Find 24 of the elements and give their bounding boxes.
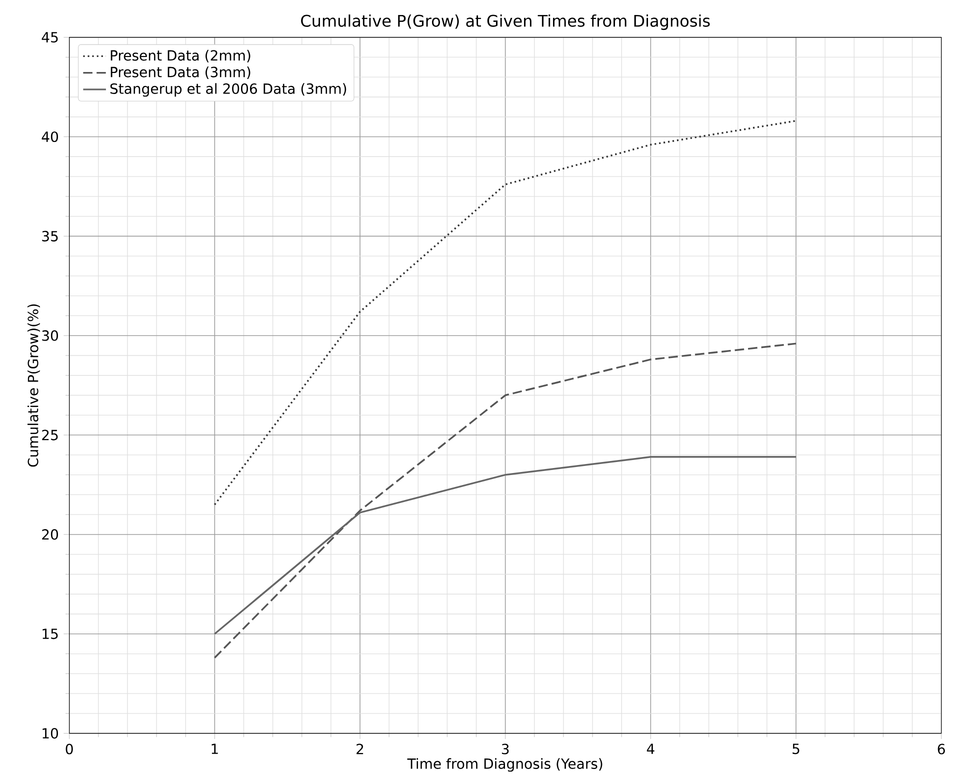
legend-label: Stangerup et al 2006 Data (3mm)	[110, 83, 346, 97]
y-tick-label: 25	[42, 430, 58, 440]
y-tick-label: 15	[42, 628, 58, 640]
y-tick-label: 35	[42, 230, 58, 242]
y-tick-label: 45	[42, 32, 58, 43]
y-tick-label: 20	[42, 529, 58, 540]
y-axis-title: Cumulative P(Grow)(%)	[28, 304, 40, 467]
y-tick-label: 10	[42, 728, 58, 739]
y-tick-label: 40	[42, 131, 58, 142]
x-tick-label: 6	[938, 744, 945, 754]
y-tick-label: 30	[42, 330, 58, 341]
line-series	[214, 120, 797, 506]
x-tick-label: 5	[792, 744, 800, 754]
x-tick-label: 3	[502, 744, 509, 754]
x-tick-label: 4	[646, 744, 654, 754]
line-series	[214, 456, 797, 635]
line-series	[214, 342, 797, 659]
x-axis-title: Time from Diagnosis (Years)	[407, 758, 602, 772]
chart-title: Cumulative P(Grow) at Given Times from Diagnosis	[301, 14, 710, 30]
legend-label: Present Data (2mm)	[110, 50, 250, 62]
x-tick-label: 0	[66, 744, 73, 754]
x-tick-label: 2	[356, 744, 364, 754]
x-tick-label: 1	[212, 744, 218, 754]
legend-label: Present Data (3mm)	[110, 66, 250, 79]
